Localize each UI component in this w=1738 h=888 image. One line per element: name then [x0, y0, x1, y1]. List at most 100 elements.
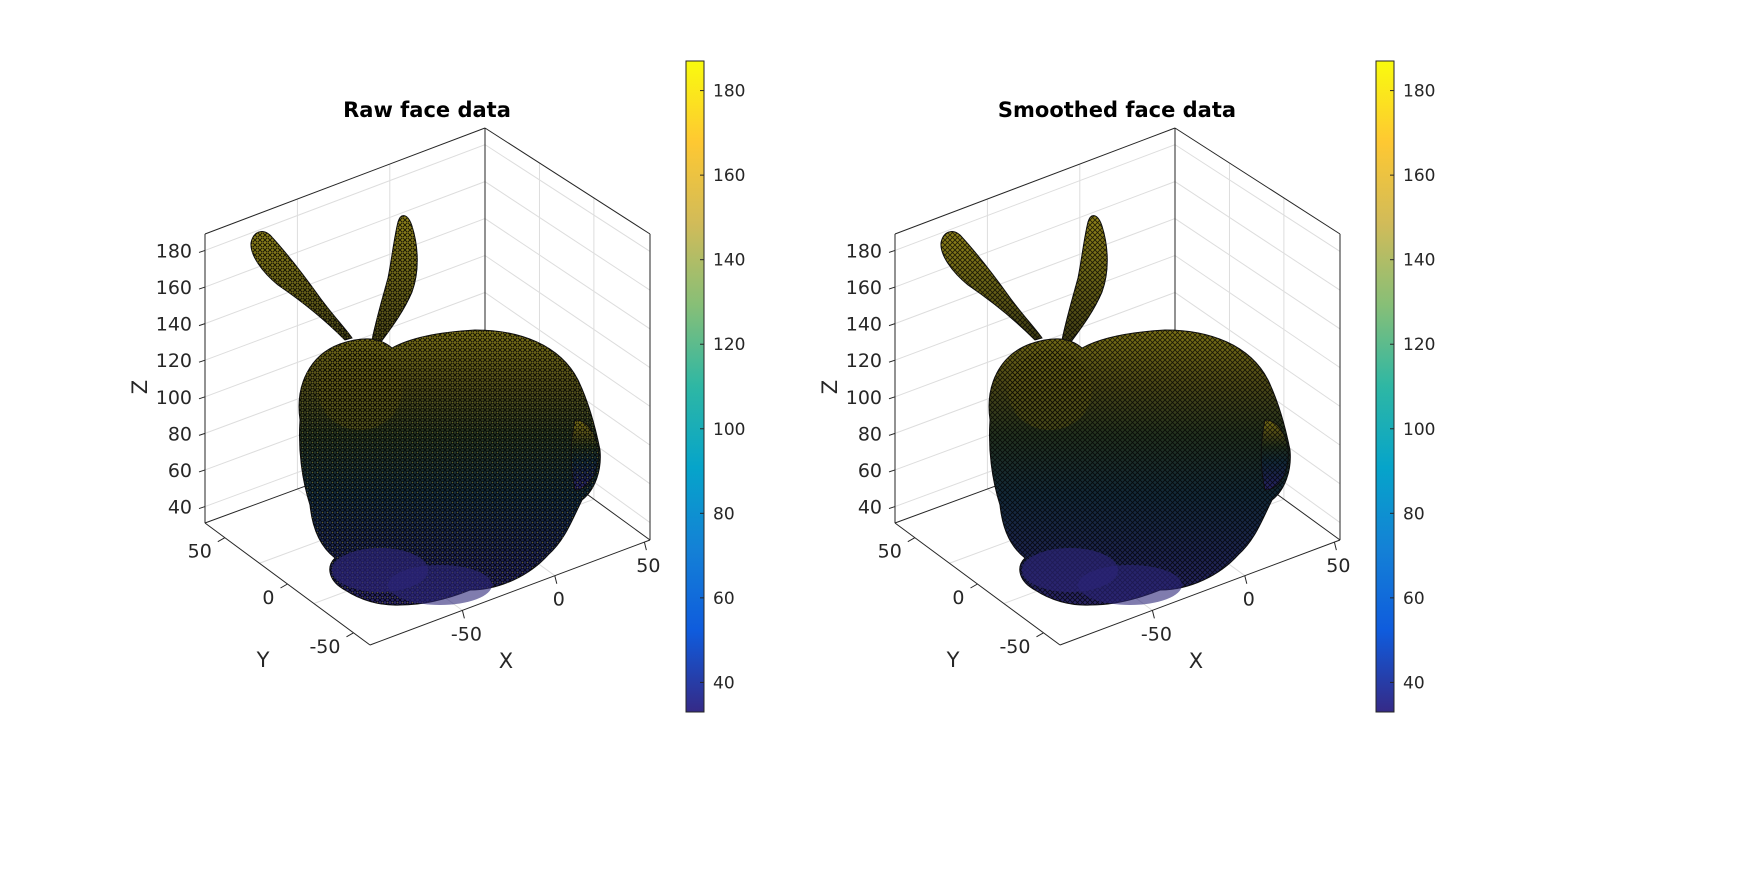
z-tick-label: 180: [156, 240, 192, 262]
z-tick-label: 40: [168, 497, 192, 519]
bunny-body-mesh: [571, 420, 599, 490]
x-tick: [1244, 575, 1248, 584]
z-tick: [888, 432, 896, 436]
colorbar-tick-label: 120: [713, 335, 745, 355]
z-tick-label: 120: [846, 350, 882, 372]
z-tick: [888, 396, 896, 400]
bunny-body-mesh: [1261, 420, 1289, 490]
bunny-back-foot: [1078, 565, 1182, 605]
bunny-back-foot: [388, 565, 492, 605]
z-gridline: [204, 144, 651, 252]
y-tick: [217, 537, 226, 543]
z-tick: [198, 249, 206, 253]
z-axis-label: Z: [128, 380, 152, 394]
z-tick-label: 180: [846, 240, 882, 262]
z-tick: [198, 286, 206, 290]
z-tick-label: 120: [156, 350, 192, 372]
axes-box-edge: [1174, 127, 1341, 235]
x-tick: [554, 575, 558, 584]
bunny-head-mesh: [1008, 350, 1092, 430]
y-tick-label: 50: [188, 541, 212, 563]
x-tick-label: -50: [1141, 623, 1172, 645]
z-tick: [198, 359, 206, 363]
x-tick-label: 0: [1243, 589, 1255, 611]
z-tick-label: 60: [858, 460, 882, 482]
y-tick-label: 0: [952, 587, 964, 609]
z-tick-label: 100: [156, 387, 192, 409]
y-axis-label: Y: [946, 648, 960, 672]
y-tick: [346, 632, 354, 638]
z-tick-label: 60: [168, 460, 192, 482]
colorbar-tick-label: 60: [1403, 589, 1425, 609]
z-tick: [888, 469, 896, 473]
colorbar-tick-label: 80: [1403, 504, 1425, 524]
colorbar: [685, 60, 705, 713]
bunny-ear-mesh: [940, 231, 1042, 340]
colorbar-tick-label: 60: [713, 589, 735, 609]
colorbar-tick-label: 100: [1403, 420, 1435, 440]
z-axis-label: Z: [818, 380, 842, 394]
axes-box-edge: [1059, 539, 1341, 646]
x-tick: [1333, 541, 1337, 551]
bunny-surface: [250, 215, 601, 606]
colorbar-tick-label: 140: [1403, 251, 1435, 271]
z-tick: [198, 432, 206, 436]
axes-box-edge: [894, 127, 1176, 235]
colorbar: [1375, 60, 1395, 713]
x-tick: [1151, 610, 1155, 619]
x-tick-label: 50: [1326, 555, 1350, 577]
colorbar-tick-label: 40: [713, 673, 735, 693]
z-tick-label: 140: [846, 314, 882, 336]
bunny-ear-mesh: [372, 215, 418, 346]
axes-title: Smoothed face data: [998, 98, 1236, 122]
x-axis-label: X: [1189, 649, 1203, 673]
z-tick: [888, 359, 896, 363]
z-tick-label: 40: [858, 497, 882, 519]
z-tick: [198, 506, 206, 510]
x-tick: [643, 541, 647, 551]
z-gridline: [894, 144, 1341, 252]
colorbar-tick-label: 180: [1403, 82, 1435, 102]
bunny-ear-mesh: [250, 231, 352, 340]
z-tick: [888, 323, 896, 327]
colorbar-tick-label: 160: [1403, 166, 1435, 186]
y-tick-label: -50: [309, 636, 340, 658]
y-tick: [907, 537, 916, 543]
z-tick-label: 100: [846, 387, 882, 409]
z-tick-label: 80: [858, 423, 882, 445]
axes-box-edge: [204, 127, 486, 235]
x-tick-label: 0: [553, 589, 565, 611]
colorbar-tick-label: 120: [1403, 335, 1435, 355]
bunny-ear-mesh: [1062, 215, 1108, 346]
axes-panel-1: Raw face data 40 60 80 100 120 140 160 180 Z 50 0 -5…: [128, 98, 660, 673]
x-tick-label: -50: [451, 623, 482, 645]
x-tick-label: 50: [636, 555, 660, 577]
z-tick: [888, 249, 896, 253]
y-axis-label: Y: [256, 648, 270, 672]
colorbar-tick-label: 100: [713, 420, 745, 440]
z-tick: [888, 286, 896, 290]
z-tick: [888, 506, 896, 510]
bunny-surface: [940, 215, 1291, 606]
x-tick: [461, 610, 465, 619]
z-tick-label: 160: [156, 277, 192, 299]
z-tick: [198, 323, 206, 327]
colorbar-tick-label: 160: [713, 166, 745, 186]
z-tick-label: 140: [156, 314, 192, 336]
z-tick: [198, 469, 206, 473]
z-tick-label: 80: [168, 423, 192, 445]
bunny-head-mesh: [318, 350, 402, 430]
y-tick-label: -50: [999, 636, 1030, 658]
axes-box-edge: [369, 539, 651, 646]
y-tick-label: 50: [878, 541, 902, 563]
y-tick: [970, 583, 978, 589]
colorbar-tick-label: 80: [713, 504, 735, 524]
z-tick-label: 160: [846, 277, 882, 299]
y-tick-label: 0: [262, 587, 274, 609]
colorbar-tick-label: 40: [1403, 673, 1425, 693]
colorbar-tick-label: 180: [713, 82, 745, 102]
y-tick: [280, 583, 288, 589]
axes-title: Raw face data: [343, 98, 511, 122]
colorbar-tick-label: 140: [713, 251, 745, 271]
